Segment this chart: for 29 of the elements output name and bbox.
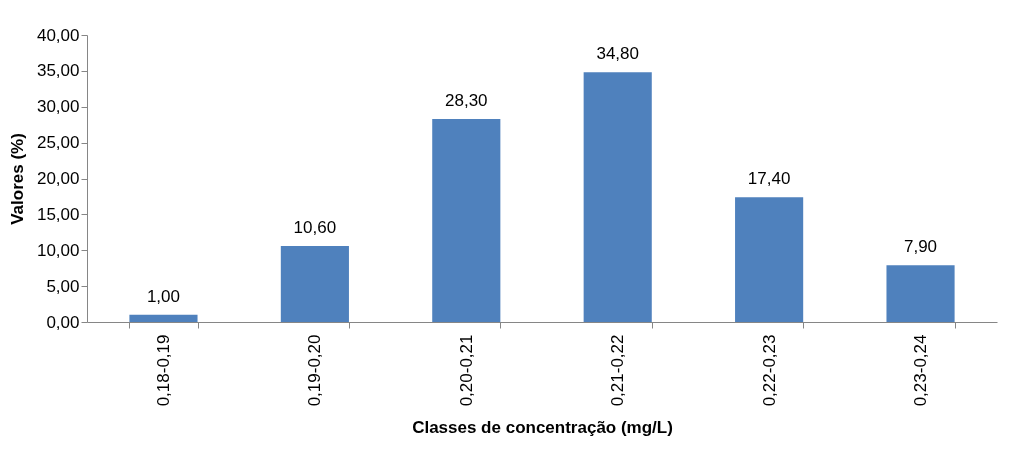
bar	[280, 245, 349, 322]
data-label: 1,00	[146, 286, 181, 306]
bar	[129, 314, 198, 322]
bar	[583, 72, 652, 322]
data-label: 10,60	[293, 217, 337, 237]
data-label: 34,80	[596, 44, 639, 64]
y-tick-label: 15,00	[36, 204, 80, 224]
x-tick-label: 0,21-0,22	[608, 334, 628, 407]
x-tick-label: 0,19-0,20	[305, 334, 325, 407]
x-tick-label: 0,22-0,23	[759, 334, 779, 407]
y-tick-label: 30,00	[36, 97, 80, 117]
y-tick-label: 0,00	[46, 312, 80, 332]
y-axis-title: Valores (%)	[7, 133, 27, 225]
y-tick-label: 35,00	[36, 61, 80, 81]
y-tick-label: 40,00	[36, 25, 80, 45]
bar	[432, 118, 501, 322]
y-tick-label: 5,00	[46, 276, 80, 296]
data-label: 28,30	[445, 90, 488, 110]
bar	[735, 197, 804, 322]
y-tick-label: 25,00	[36, 133, 80, 153]
x-axis-title: Classes de concentração (mg/L)	[412, 418, 673, 438]
y-tick-label: 20,00	[36, 169, 80, 188]
x-tick-label: 0,18-0,19	[153, 334, 173, 407]
x-tick-label: 0,20-0,21	[456, 334, 476, 407]
x-tick-label: 0,23-0,24	[911, 334, 931, 407]
data-label: 17,40	[747, 169, 791, 189]
data-label: 7,90	[903, 237, 938, 257]
bar	[886, 265, 955, 322]
y-tick-label: 10,00	[36, 240, 80, 260]
